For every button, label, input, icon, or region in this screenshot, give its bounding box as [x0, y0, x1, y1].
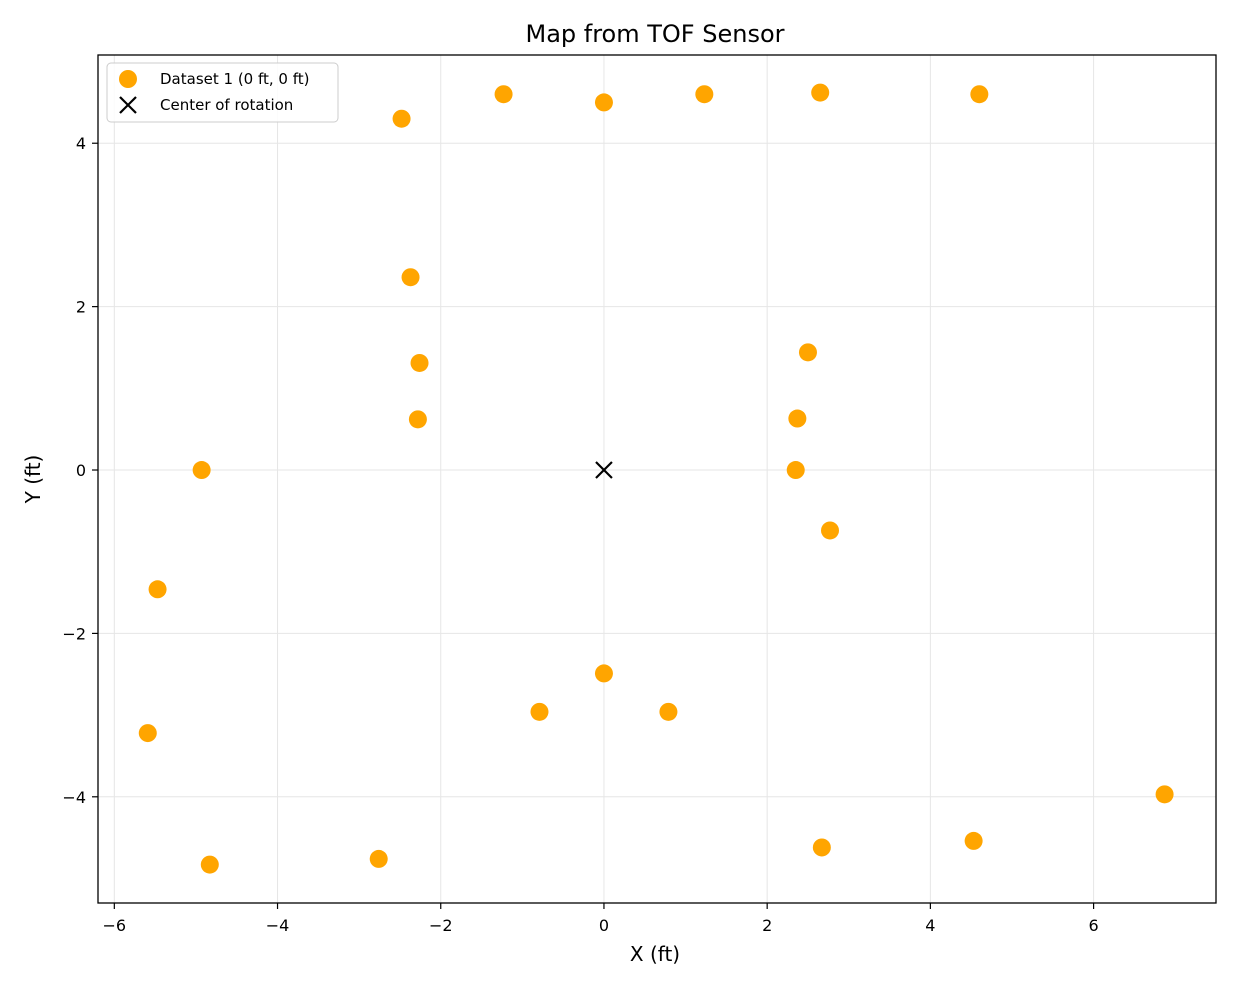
data-point [594, 664, 613, 683]
y-tick-label: −4 [62, 788, 86, 807]
data-point [594, 93, 613, 112]
data-point [148, 580, 167, 599]
data-point [200, 855, 219, 874]
x-tick-label: −6 [103, 916, 127, 935]
data-point [410, 353, 429, 372]
legend-box [106, 62, 339, 123]
y-tick-label: −2 [62, 624, 86, 643]
data-points [138, 83, 1174, 874]
data-point [811, 83, 830, 102]
x-tick-label: 4 [925, 916, 935, 935]
x-tick-label: 0 [599, 916, 609, 935]
data-point [401, 268, 420, 287]
data-point [798, 343, 817, 362]
data-point [812, 838, 831, 857]
y-tick-label: 2 [76, 298, 86, 317]
grid-lines [98, 55, 1216, 903]
x-tick-label: −2 [429, 916, 453, 935]
chart-title: Map from TOF Sensor [525, 20, 784, 48]
axis-ticks: −6 −4 −2 0 2 4 6 −4 −2 0 2 4 [62, 134, 1098, 935]
data-point [964, 831, 983, 850]
data-point [1155, 785, 1174, 804]
plot-area-frame [97, 54, 1217, 904]
data-point [786, 461, 805, 480]
legend-label-dataset: Dataset 1 (0 ft, 0 ft) [160, 70, 309, 88]
x-axis-label: X (ft) [630, 942, 680, 966]
data-point [392, 109, 411, 128]
x-tick-label: −4 [266, 916, 290, 935]
x-tick-label: 6 [1088, 916, 1098, 935]
data-point [494, 85, 513, 104]
x-tick-label: 2 [762, 916, 772, 935]
data-point [192, 461, 211, 480]
legend-marker-center [119, 96, 137, 114]
data-point [821, 521, 840, 540]
y-tick-label: 0 [76, 461, 86, 480]
data-point [659, 702, 678, 721]
data-point [970, 85, 989, 104]
data-point [788, 409, 807, 428]
data-point [408, 410, 427, 429]
y-axis-label: Y (ft) [21, 455, 45, 505]
data-point [138, 724, 157, 743]
y-tick-label: 4 [76, 134, 86, 153]
legend-label-center: Center of rotation [160, 96, 293, 114]
center-of-rotation-marker [595, 461, 613, 479]
data-point [369, 849, 388, 868]
legend-marker-dataset [119, 70, 137, 88]
data-point [530, 702, 549, 721]
data-point [695, 85, 714, 104]
legend: Dataset 1 (0 ft, 0 ft) Center of rotatio… [106, 62, 339, 123]
